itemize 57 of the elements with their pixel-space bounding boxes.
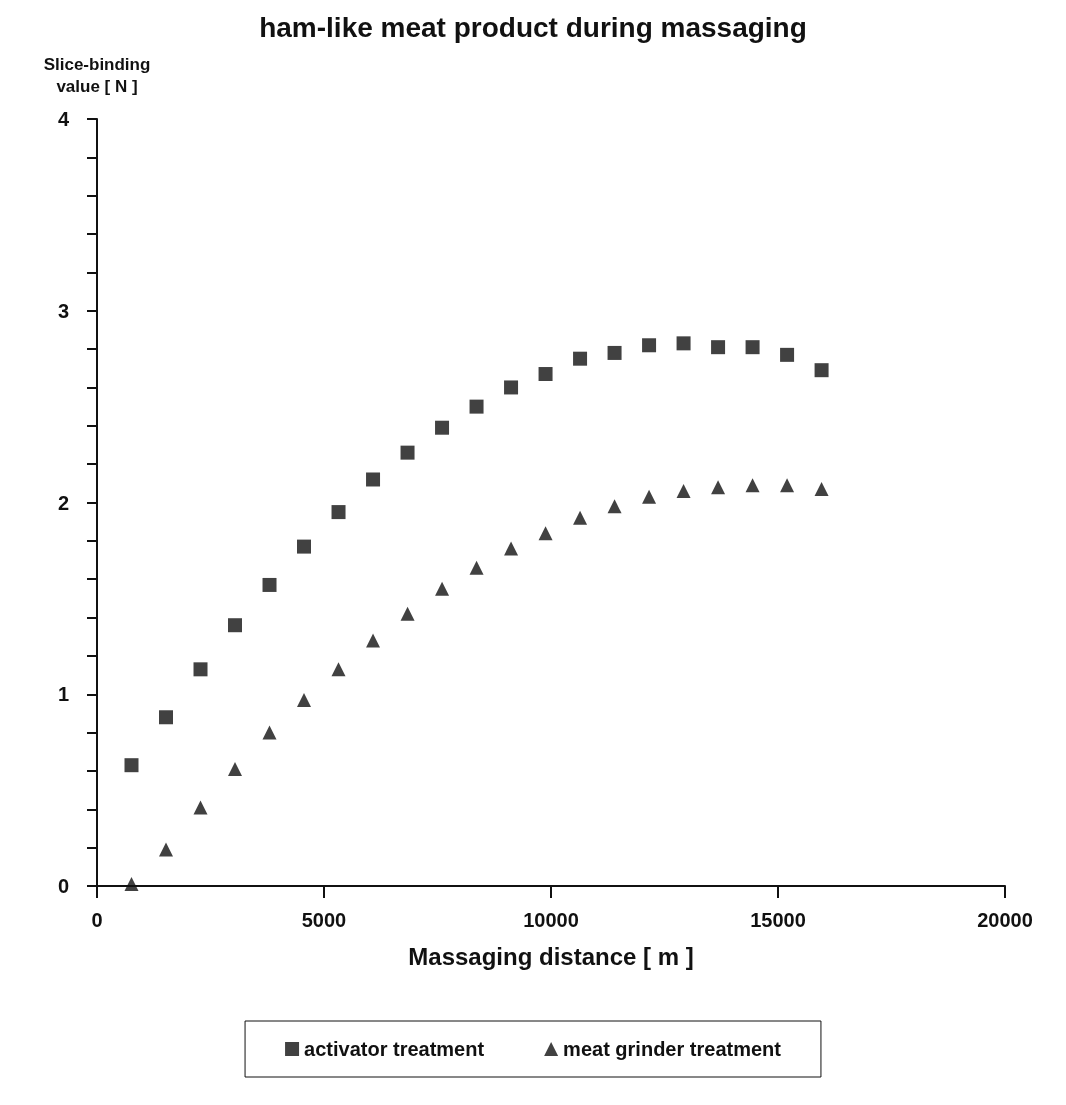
point (366, 472, 381, 487)
point (745, 478, 760, 493)
point (331, 662, 346, 677)
point (228, 762, 243, 777)
y-tick-label: 4 (57, 108, 70, 130)
point (711, 480, 726, 495)
point (504, 541, 519, 556)
point (193, 662, 208, 677)
point (607, 499, 622, 514)
legend-label: activator treatment (304, 1038, 485, 1060)
legend-label: meat grinder treatment (563, 1038, 782, 1060)
x-tick-label: 20000 (977, 909, 1033, 931)
point (711, 340, 726, 355)
x-tick-label: 5000 (301, 909, 347, 931)
point (814, 363, 829, 378)
point (193, 800, 208, 815)
point (573, 351, 588, 366)
y-tick-label: 0 (57, 875, 69, 897)
point (538, 367, 553, 382)
x-tick-label: 0 (91, 909, 103, 931)
point (228, 618, 243, 633)
point (745, 340, 760, 355)
point (573, 510, 588, 525)
point (676, 483, 691, 498)
point (642, 489, 657, 504)
point (780, 347, 795, 362)
x-tick-label: 15000 (750, 909, 806, 931)
point (400, 445, 415, 460)
y-tick-label: 2 (57, 491, 69, 514)
point (297, 539, 312, 554)
point (504, 380, 519, 395)
chart-title: ham-like meat product during massaging (259, 11, 807, 43)
point (607, 345, 622, 360)
point (469, 560, 484, 575)
point (780, 478, 795, 493)
point (159, 842, 174, 857)
point (159, 710, 174, 725)
point (297, 693, 312, 707)
x-tick-label: 10000 (523, 909, 579, 931)
point (676, 336, 691, 351)
point (262, 577, 277, 592)
y-tick-label: 1 (57, 683, 69, 706)
point (366, 633, 381, 648)
point (400, 606, 415, 621)
y-tick-label: 3 (57, 299, 69, 322)
point (262, 725, 277, 740)
point (814, 482, 829, 497)
point (124, 877, 139, 892)
y-axis-title: Slice-binding value [ N ] (43, 54, 151, 96)
point (642, 338, 657, 353)
point (435, 581, 450, 596)
point (469, 399, 484, 414)
point (435, 420, 450, 435)
point (331, 505, 346, 520)
point (538, 526, 553, 541)
point (124, 758, 139, 773)
x-axis-title: Massaging distance [ m ] (408, 942, 694, 970)
